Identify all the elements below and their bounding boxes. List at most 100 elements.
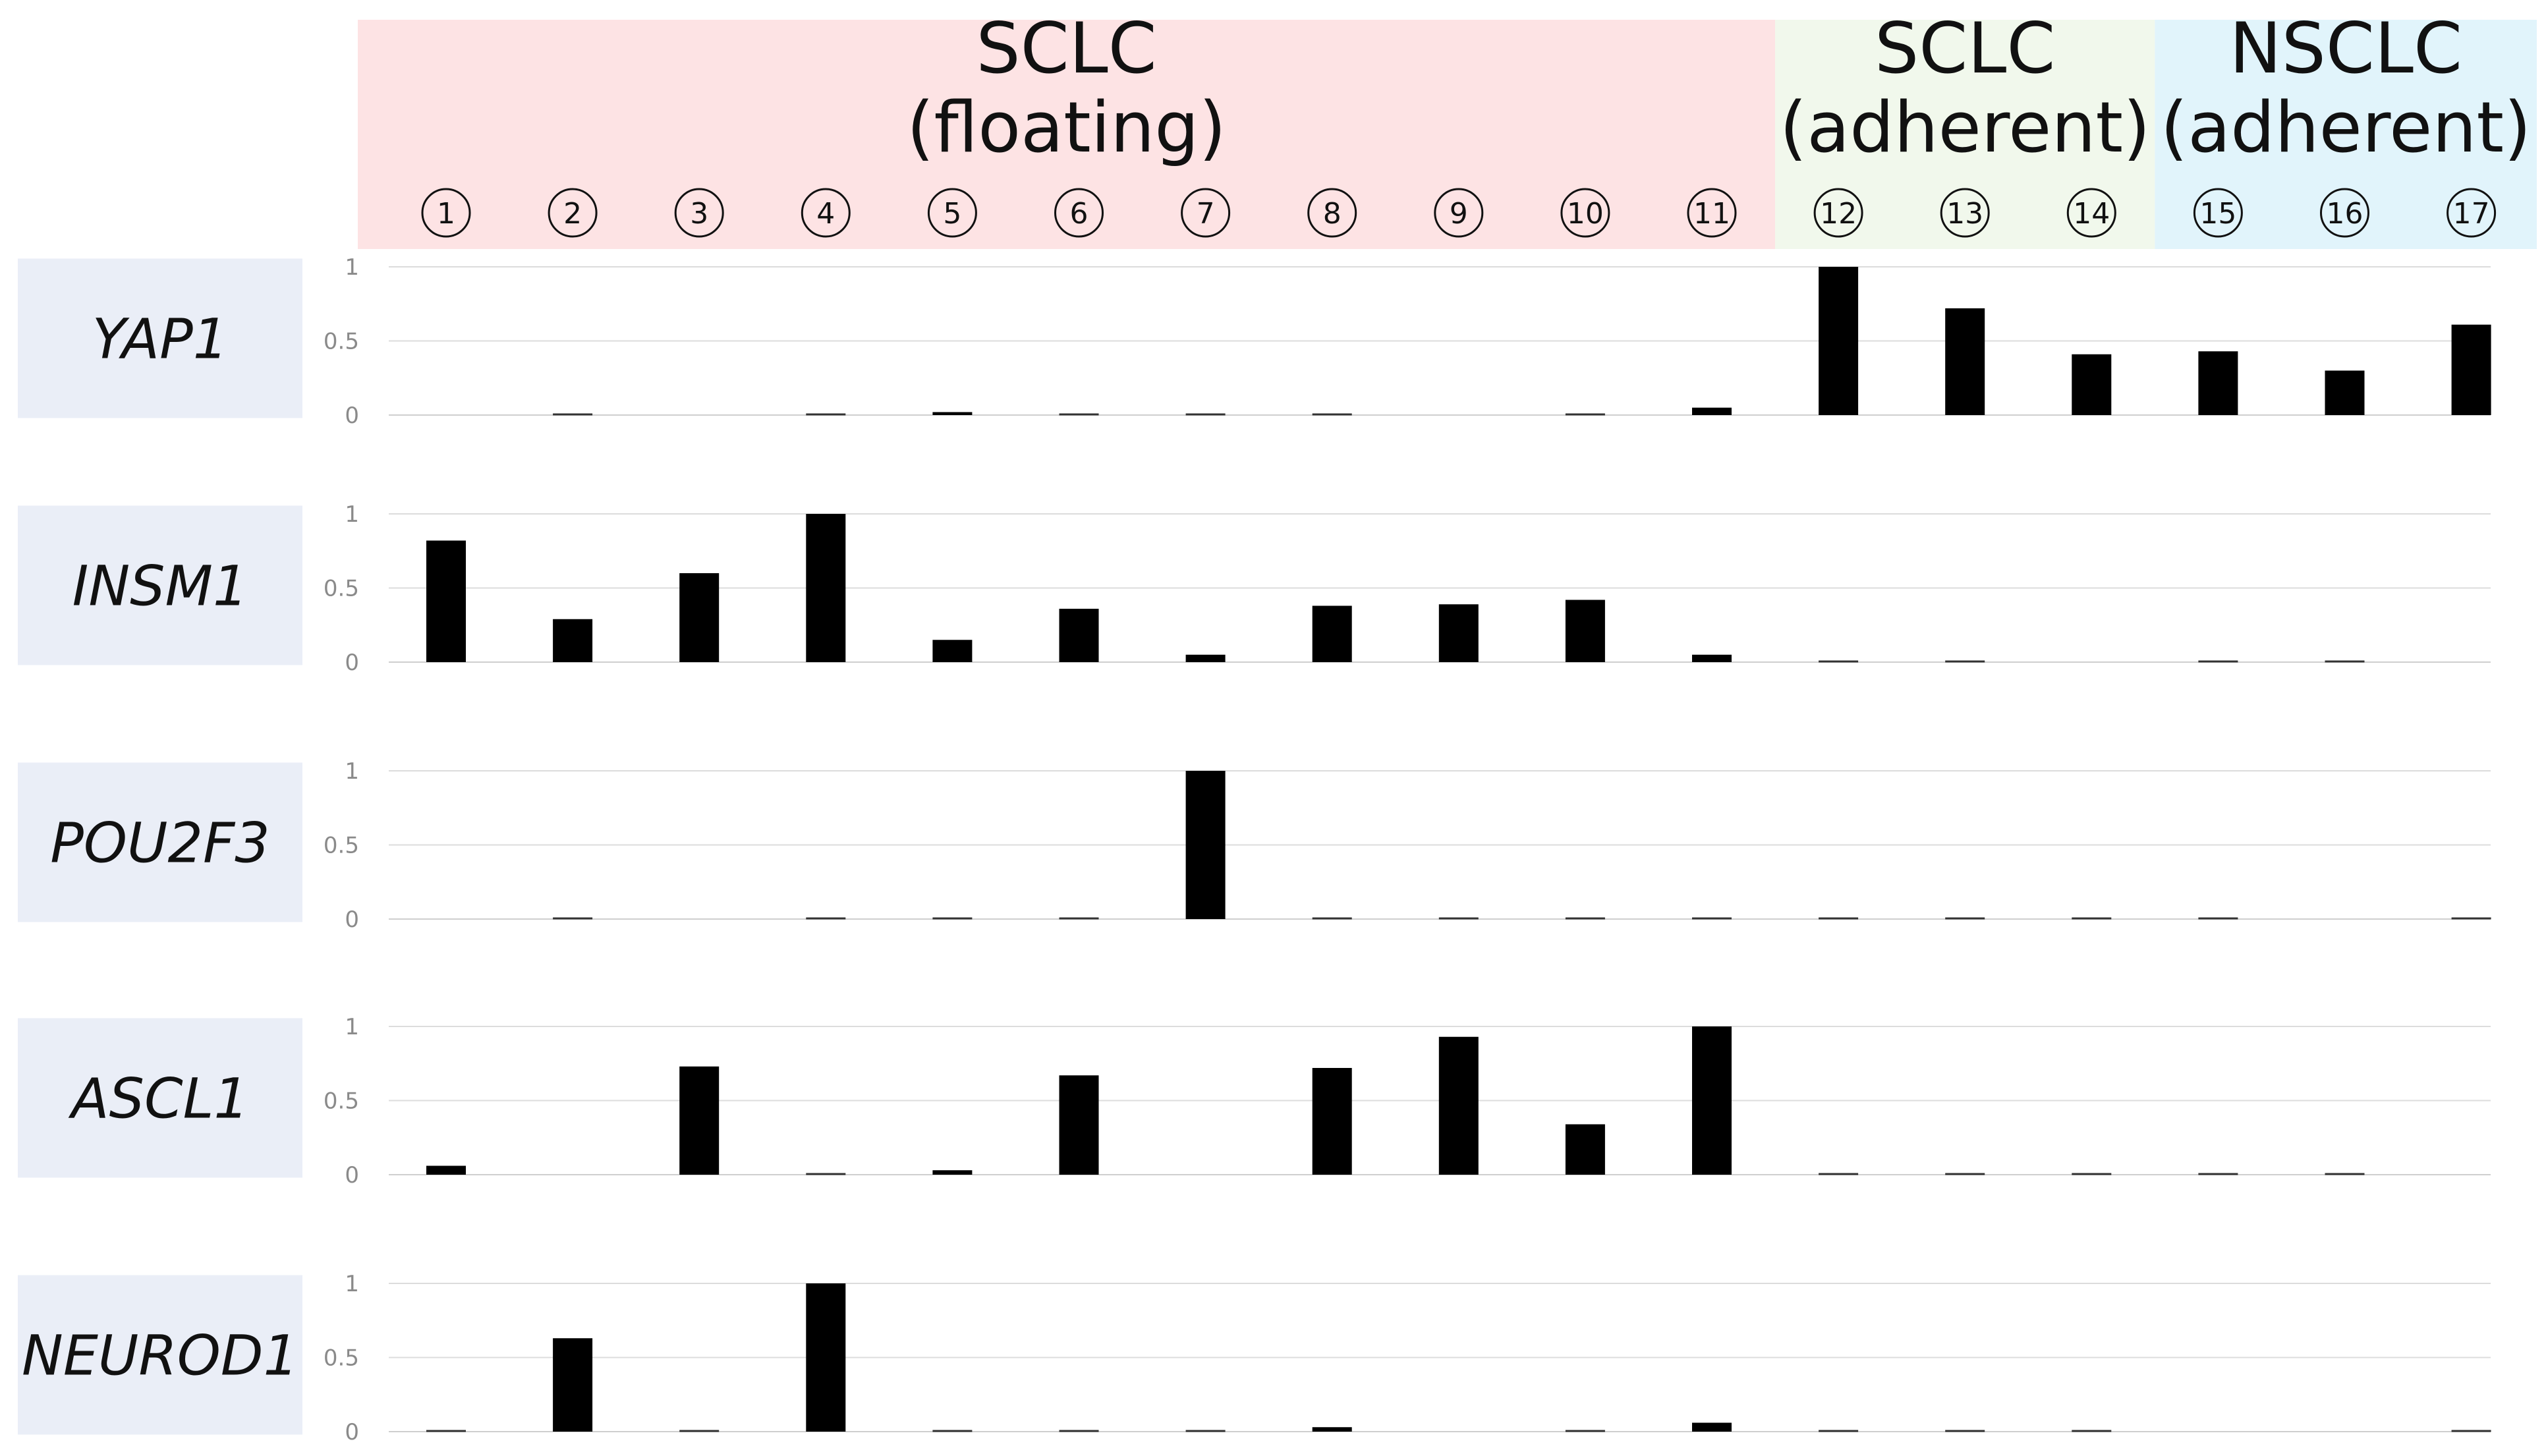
column-number-ring-2 <box>548 188 598 238</box>
panel-yap1: YAP1 0 0.5 1 <box>18 254 2491 429</box>
gene-label: ASCL1 <box>68 1067 249 1131</box>
gene-label-box <box>18 505 302 665</box>
gene-label-box <box>18 762 302 922</box>
column-number-4: 4 <box>816 197 835 231</box>
column-number-ring-17 <box>2447 188 2497 238</box>
group-title-1-line-0: SCLC <box>1875 8 2055 89</box>
bar-ascl1-6 <box>1059 1075 1099 1175</box>
bar-yap1-12 <box>1819 267 1859 415</box>
column-number-ring-10 <box>1560 188 1610 238</box>
column-number-17: 17 <box>2453 197 2490 231</box>
column-number-ring-13 <box>1940 188 1990 238</box>
group-header: SCLC(floating)SCLC(adherent)NSCLC(adhere… <box>358 8 2537 249</box>
column-number-ring-3 <box>674 188 724 238</box>
group-title-0-line-1: (floating) <box>907 87 1226 168</box>
y-tick-label: 0 <box>345 907 359 933</box>
bar-insm1-5 <box>932 640 973 662</box>
column-number-11: 11 <box>1693 197 1730 231</box>
bar-ascl1-5 <box>932 1170 973 1175</box>
column-number-1: 1 <box>437 197 455 231</box>
group-band-2 <box>2155 20 2537 249</box>
bar-yap1-15 <box>2198 351 2238 415</box>
column-number-7: 7 <box>1197 197 1215 231</box>
bar-yap1-17 <box>2451 324 2491 415</box>
bar-yap1-14 <box>2072 354 2112 415</box>
column-number-ring-16 <box>2320 188 2369 238</box>
bar-neurod1-2 <box>553 1338 593 1432</box>
column-number-ring-8 <box>1307 188 1357 238</box>
column-number-9: 9 <box>1450 197 1468 231</box>
panel-neurod1: NEUROD1 0 0.5 1 <box>18 1271 2491 1445</box>
bar-ascl1-10 <box>1565 1124 1605 1175</box>
column-number-ring-4 <box>801 188 851 238</box>
column-number-ring-6 <box>1054 188 1104 238</box>
gene-label-box <box>18 1018 302 1178</box>
column-number-ring-12 <box>1813 188 1863 238</box>
y-tick-label: 0 <box>345 1419 359 1445</box>
y-tick-label: 1 <box>345 501 359 528</box>
bar-insm1-4 <box>806 514 846 662</box>
column-number-3: 3 <box>690 197 708 231</box>
y-tick-label: 0 <box>345 403 359 429</box>
column-number-ring-14 <box>2066 188 2116 238</box>
column-number-6: 6 <box>1070 197 1089 231</box>
column-number-ring-15 <box>2193 188 2243 238</box>
bar-yap1-16 <box>2325 370 2365 415</box>
column-number-15: 15 <box>2199 197 2236 231</box>
y-tick-label: 1 <box>345 1271 359 1297</box>
panel-insm1: INSM1 0 0.5 1 <box>18 501 2491 676</box>
bar-insm1-9 <box>1438 604 1479 662</box>
bar-ascl1-8 <box>1312 1068 1352 1175</box>
y-tick-label: 1 <box>345 1014 359 1040</box>
y-tick-label: 1 <box>345 254 359 281</box>
panel-ascl1: ASCL1 0 0.5 1 <box>18 1014 2491 1189</box>
bar-ascl1-11 <box>1692 1026 1732 1175</box>
column-number-ring-7 <box>1181 188 1231 238</box>
gene-label: POU2F3 <box>50 811 269 876</box>
gene-label: YAP1 <box>92 307 228 372</box>
panel-pou2f3: POU2F3 0 0.5 1 <box>18 758 2491 933</box>
bar-pou2f3-7 <box>1185 771 1226 919</box>
column-number-8: 8 <box>1323 197 1342 231</box>
column-number-14: 14 <box>2073 197 2110 231</box>
group-title-2-line-0: NSCLC <box>2229 8 2462 89</box>
gene-panels: YAP1 0 0.5 1 INSM1 0 0.5 1 POU2F3 0 0.5 1 ASCL1 0 0.5 1… <box>18 254 2491 1445</box>
bar-neurod1-4 <box>806 1283 846 1432</box>
y-tick-label: 1 <box>345 758 359 785</box>
column-number-ring-9 <box>1434 188 1484 238</box>
bar-neurod1-8 <box>1312 1427 1352 1432</box>
group-band-1 <box>1775 20 2155 249</box>
bar-insm1-10 <box>1565 600 1605 662</box>
y-tick-label: 0.5 <box>324 833 359 859</box>
bar-yap1-13 <box>1945 308 1985 415</box>
column-number-ring-11 <box>1687 188 1737 238</box>
gene-label-box <box>18 1275 302 1435</box>
bar-neurod1-11 <box>1692 1422 1732 1432</box>
column-number-13: 13 <box>1946 197 1983 231</box>
column-number-12: 12 <box>1820 197 1857 231</box>
bar-yap1-5 <box>932 412 973 415</box>
y-tick-label: 0.5 <box>324 576 359 602</box>
y-tick-label: 0.5 <box>324 329 359 355</box>
bar-ascl1-3 <box>679 1066 720 1175</box>
column-number-2: 2 <box>563 197 582 231</box>
group-title-0-line-0: SCLC <box>976 8 1156 89</box>
column-number-5: 5 <box>943 197 961 231</box>
group-title-1-line-1: (adherent) <box>1780 87 2151 168</box>
bar-ascl1-1 <box>426 1165 466 1175</box>
bar-insm1-11 <box>1692 654 1732 662</box>
y-tick-label: 0 <box>345 1162 359 1189</box>
y-tick-label: 0.5 <box>324 1088 359 1115</box>
bar-insm1-2 <box>553 619 593 662</box>
bar-insm1-1 <box>426 540 466 662</box>
bar-insm1-3 <box>679 573 720 662</box>
column-number-10: 10 <box>1567 197 1604 231</box>
group-band-0 <box>358 20 1776 249</box>
column-number-ring-1 <box>421 188 471 238</box>
gene-label: INSM1 <box>72 554 248 619</box>
column-number-16: 16 <box>2327 197 2363 231</box>
column-number-ring-5 <box>927 188 977 238</box>
gene-label: NEUROD1 <box>22 1324 298 1388</box>
bar-insm1-8 <box>1312 605 1352 662</box>
